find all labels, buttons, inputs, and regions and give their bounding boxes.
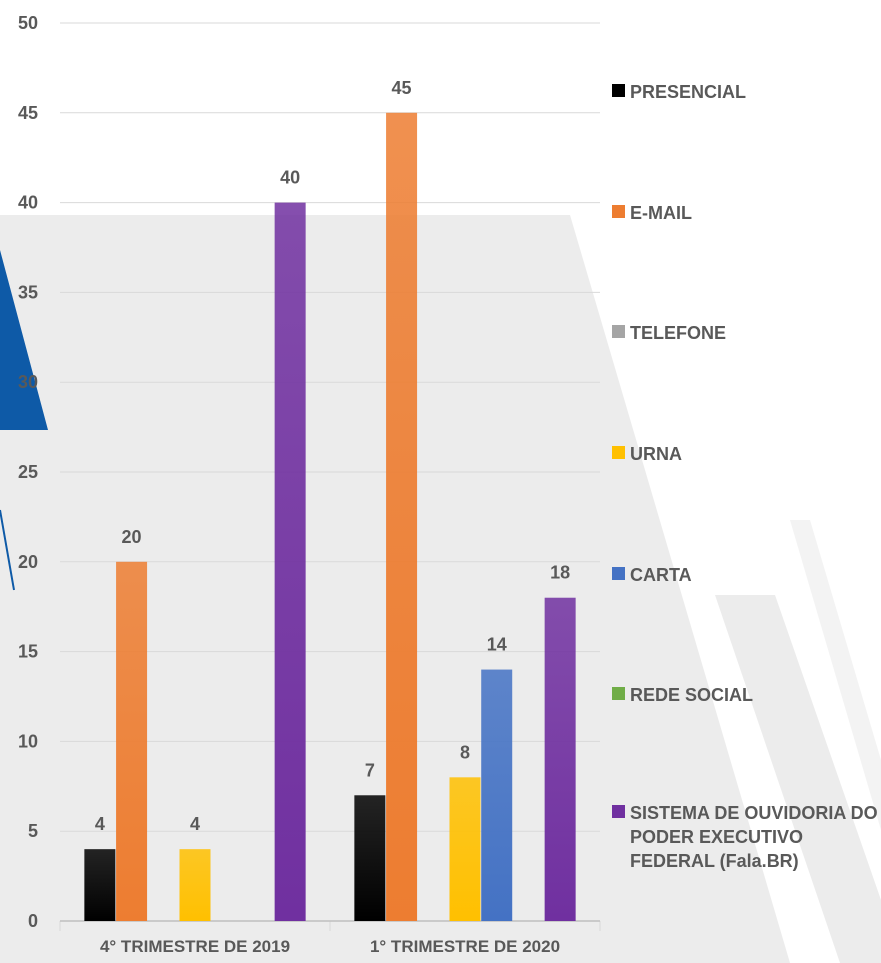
y-tick-label: 10 <box>18 731 38 751</box>
category-label: 1° TRIMESTRE DE 2020 <box>370 937 560 956</box>
legend-label: TELEFONE <box>630 323 727 343</box>
legend-item: CARTA <box>612 563 880 587</box>
legend-label: REDE SOCIAL <box>630 685 754 705</box>
data-label: 14 <box>487 635 507 655</box>
legend: PRESENCIAL E-MAIL TELEFONE URNA CARTA REDE SO… <box>612 0 881 963</box>
legend-item: REDE SOCIAL <box>612 683 880 707</box>
legend-item: E-MAIL <box>612 201 880 225</box>
y-tick-label: 15 <box>18 642 38 662</box>
background-stripe-light <box>790 520 881 830</box>
legend-swatch <box>612 567 625 580</box>
legend-item: SISTEMA DE OUVIDORIA DO PODER EXECUTIVO … <box>612 801 880 873</box>
legend-swatch <box>612 325 625 338</box>
y-tick-label: 50 <box>18 13 38 33</box>
category-label: 4° TRIMESTRE DE 2019 <box>100 937 290 956</box>
bar-sistema-2 <box>544 597 576 921</box>
legend-swatch <box>612 446 625 459</box>
data-label: 4 <box>95 814 105 834</box>
legend-swatch <box>612 805 625 818</box>
legend-swatch <box>612 205 625 218</box>
y-tick-label: 25 <box>18 462 38 482</box>
legend-item: URNA <box>612 442 880 466</box>
y-tick-label: 0 <box>28 911 38 931</box>
bar-urna-1 <box>179 849 211 921</box>
background-stripe <box>715 595 881 963</box>
bar-e-mail-2 <box>386 112 418 922</box>
y-tick-label: 30 <box>18 372 38 392</box>
bar-sistema-1 <box>274 202 306 922</box>
legend-swatch <box>612 687 625 700</box>
bar-urna-2 <box>449 777 481 921</box>
bar-carta-2 <box>481 669 513 921</box>
data-label: 7 <box>365 760 375 780</box>
y-axis-ticks: 0 5 10 15 20 25 30 35 40 45 50 <box>18 13 38 931</box>
legend-label: URNA <box>630 444 682 464</box>
data-label: 4 <box>190 814 200 834</box>
legend-item: PRESENCIAL <box>612 80 880 104</box>
y-tick-label: 45 <box>18 103 38 123</box>
legend-label: CARTA <box>630 565 692 585</box>
gridlines <box>59 22 601 931</box>
y-tick-label: 5 <box>28 821 38 841</box>
category-labels: 4° TRIMESTRE DE 2019 1° TRIMESTRE DE 2020 <box>100 937 560 956</box>
data-label: 8 <box>460 742 470 762</box>
legend-swatch <box>612 84 625 97</box>
legend-label: PRESENCIAL <box>630 82 747 102</box>
bar-presencial-2 <box>354 795 386 921</box>
y-tick-label: 40 <box>18 193 38 213</box>
data-label: 45 <box>392 78 412 98</box>
data-labels: 4 20 4 40 7 45 8 14 18 <box>95 78 570 834</box>
y-tick-label: 20 <box>18 552 38 572</box>
legend-label: E-MAIL <box>630 203 692 223</box>
legend-item: TELEFONE <box>612 321 880 345</box>
data-label: 20 <box>122 527 142 547</box>
data-label: 18 <box>550 563 570 583</box>
y-tick-label: 35 <box>18 282 38 302</box>
legend-label: SISTEMA DE OUVIDORIA DO PODER EXECUTIVO … <box>630 803 878 871</box>
data-label: 40 <box>280 168 300 188</box>
bar-presencial-1 <box>84 849 116 921</box>
blue-accent-line <box>0 509 15 591</box>
bars <box>84 112 576 922</box>
blue-accent-shape <box>0 250 48 430</box>
bar-e-mail-1 <box>116 561 148 921</box>
